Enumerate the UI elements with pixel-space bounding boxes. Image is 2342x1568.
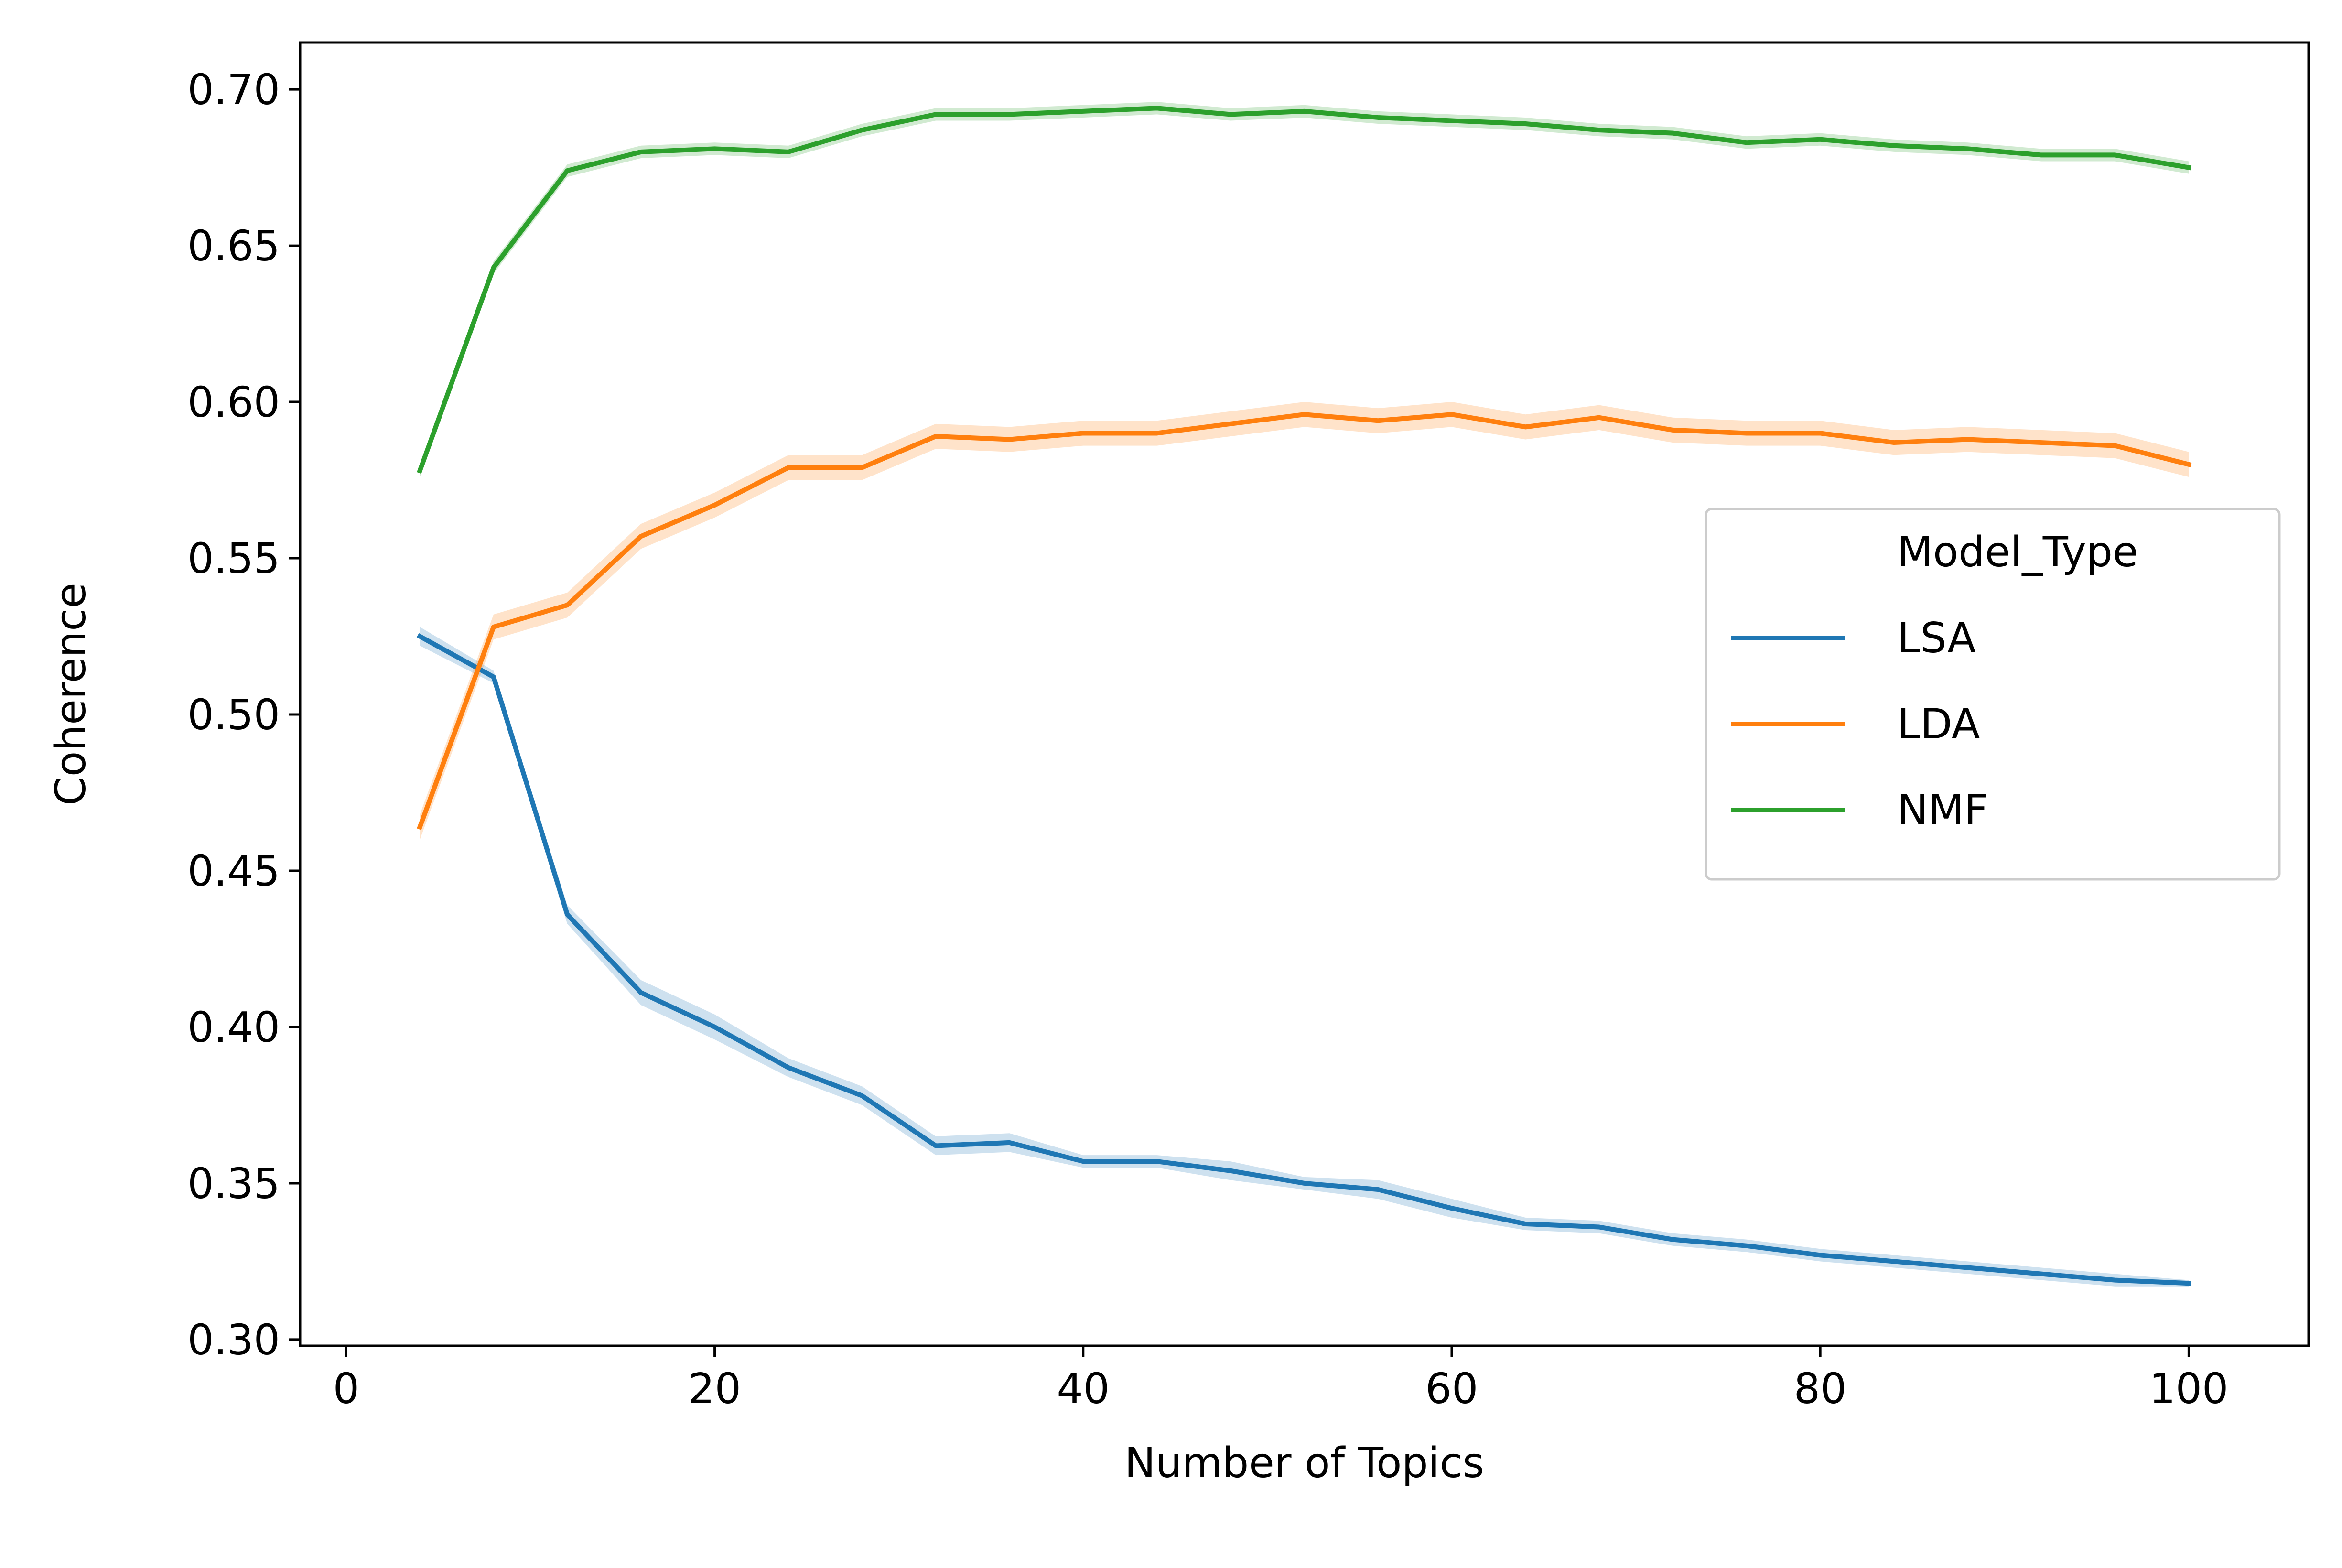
data-point-lsa — [567, 914, 568, 915]
data-point-nmf — [2041, 154, 2042, 155]
data-point-lda — [1230, 423, 1231, 424]
legend-label-lsa: LSA — [1897, 614, 1976, 662]
data-point-lsa — [1009, 1142, 1010, 1143]
data-point-lsa — [493, 677, 494, 678]
y-tick-label: 0.70 — [187, 65, 280, 114]
series-line-nmf — [417, 106, 2192, 474]
legend: Model_Type LSA LDA NMF — [1705, 508, 2281, 881]
y-axis: 0.30 0.35 0.40 0.45 0.50 0.55 0.60 0.65 0.70 — [187, 65, 300, 1364]
data-point-lsa — [1598, 1226, 1599, 1227]
legend-entries: LSA LDA NMF — [1731, 614, 1988, 834]
data-point-lsa — [1156, 1161, 1157, 1162]
y-tick-label: 0.45 — [187, 847, 280, 896]
data-point-nmf — [1893, 145, 1894, 146]
data-point-lsa — [1820, 1254, 1821, 1255]
data-point-lda — [2041, 442, 2042, 443]
data-point-nmf — [420, 470, 421, 471]
data-point-nmf — [1525, 123, 1526, 124]
y-axis-label: Coherence — [46, 583, 95, 806]
data-point-nmf — [788, 151, 789, 152]
series-lines — [416, 106, 2192, 1286]
data-point-nmf — [935, 114, 936, 115]
data-point-lda — [862, 467, 863, 468]
x-tick-label: 40 — [1057, 1364, 1110, 1413]
confidence-band-lda — [420, 402, 2189, 840]
data-point-nmf — [1820, 139, 1821, 140]
data-point-lda — [640, 536, 641, 537]
data-point-lsa — [1746, 1245, 1747, 1246]
data-point-lsa — [935, 1145, 936, 1146]
data-point-lsa — [1083, 1161, 1084, 1162]
plot-area-frame — [299, 41, 2310, 1347]
y-tick-label: 0.55 — [187, 534, 280, 583]
y-tick-label: 0.60 — [187, 378, 280, 427]
y-tick-label: 0.30 — [187, 1316, 280, 1364]
data-point-lda — [1304, 414, 1305, 415]
data-point-lsa — [1525, 1223, 1526, 1224]
data-point-nmf — [1746, 142, 1747, 143]
data-point-lda — [420, 826, 421, 827]
data-point-nmf — [1378, 117, 1379, 118]
x-tick-label: 100 — [2149, 1364, 2228, 1413]
legend-label-nmf: NMF — [1897, 786, 1988, 834]
data-point-lsa — [1378, 1189, 1379, 1190]
series-line-lsa — [416, 633, 2191, 1286]
data-point-lsa — [1967, 1267, 1968, 1268]
data-point-lsa — [2188, 1283, 2189, 1284]
data-point-lsa — [1304, 1183, 1305, 1184]
legend-title: Model_Type — [1897, 528, 2138, 576]
y-tick-label: 0.50 — [187, 691, 280, 739]
data-point-lda — [935, 436, 936, 437]
y-tick-label: 0.40 — [187, 1003, 280, 1052]
data-point-lda — [2188, 464, 2189, 465]
data-point-nmf — [1083, 111, 1084, 112]
data-point-lda — [1967, 439, 1968, 440]
data-point-nmf — [2188, 167, 2189, 168]
y-tick-label: 0.65 — [187, 222, 280, 270]
data-point-lsa — [1893, 1261, 1894, 1262]
data-point-nmf — [1451, 120, 1452, 121]
data-point-lda — [1525, 426, 1526, 427]
legend-box — [1705, 508, 2281, 881]
data-point-lda — [1893, 442, 1894, 443]
data-point-lsa — [640, 992, 641, 993]
data-point-lda — [1378, 420, 1379, 421]
data-point-lda — [714, 505, 715, 506]
data-point-nmf — [493, 267, 494, 268]
data-point-lsa — [788, 1067, 789, 1068]
data-point-lda — [1451, 414, 1452, 415]
confidence-bands — [420, 102, 2189, 1287]
legend-label-lda: LDA — [1897, 700, 1980, 748]
data-point-nmf — [567, 170, 568, 171]
data-point-lda — [1009, 439, 1010, 440]
x-axis: 0 20 40 60 80 100 — [333, 1346, 2228, 1413]
data-point-lsa — [1230, 1170, 1231, 1171]
x-tick-label: 60 — [1425, 1364, 1479, 1413]
x-tick-label: 80 — [1794, 1364, 1847, 1413]
data-point-lda — [788, 467, 789, 468]
data-point-lda — [1598, 417, 1599, 418]
data-point-nmf — [1009, 114, 1010, 115]
data-point-lsa — [420, 636, 421, 637]
data-point-nmf — [714, 148, 715, 149]
data-point-nmf — [1967, 148, 1968, 149]
y-tick-label: 0.35 — [187, 1159, 280, 1208]
x-axis-label: Number of Topics — [1124, 1438, 1484, 1487]
data-point-nmf — [1304, 111, 1305, 112]
series-line-lda — [417, 412, 2192, 830]
data-point-lsa — [2041, 1274, 2042, 1275]
x-tick-label: 0 — [333, 1364, 359, 1413]
data-point-lsa — [1451, 1208, 1452, 1209]
data-point-lsa — [862, 1095, 863, 1096]
data-point-nmf — [1230, 114, 1231, 115]
data-point-nmf — [640, 151, 641, 152]
data-point-lda — [567, 605, 568, 606]
x-tick-label: 20 — [688, 1364, 741, 1413]
